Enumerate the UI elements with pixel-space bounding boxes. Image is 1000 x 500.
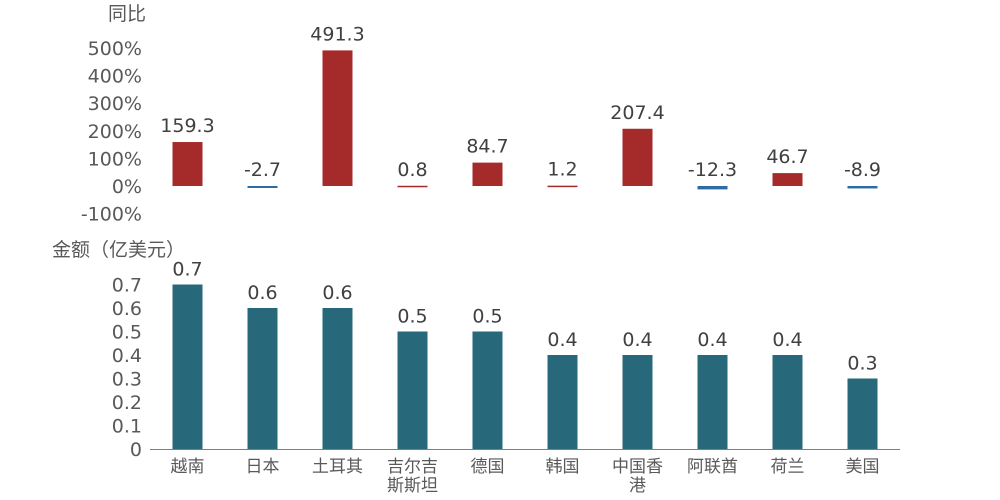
yoy-bar <box>847 186 878 189</box>
amount-data-label: 0.4 <box>772 329 802 351</box>
x-category-label: 中国香 <box>612 457 663 477</box>
amount-data-label: 0.4 <box>547 329 577 351</box>
yoy-panel: -100% 0% 100% 200% 300% 400% 500% 159.3 -2.7 491.… <box>81 23 881 225</box>
amount-panel: 00.10.20.30.40.50.60.70.70.6 0.60.5 0.50.4… <box>112 259 900 496</box>
x-category-label: 日本 <box>246 457 280 477</box>
yoy-bar <box>547 185 578 188</box>
x-category-label: 港 <box>629 476 646 496</box>
x-category-label: 韩国 <box>546 457 580 477</box>
bottom-y-tick-label: 0.4 <box>112 345 142 367</box>
amount-data-label: 0.7 <box>172 259 202 281</box>
amount-bar <box>472 331 503 449</box>
yoy-data-label: -12.3 <box>688 159 737 181</box>
yoy-data-label: 84.7 <box>466 136 508 158</box>
amount-data-label: 0.4 <box>622 329 652 351</box>
bottom-y-tick-label: 0.1 <box>112 416 142 438</box>
amount-data-label: 0.5 <box>472 306 502 328</box>
amount-data-label: 0.6 <box>247 282 277 304</box>
yoy-data-label: -8.9 <box>844 159 881 181</box>
amount-data-label: 0.3 <box>847 353 877 375</box>
x-category-label: 吉尔吉 <box>387 457 438 477</box>
amount-data-label: 0.6 <box>322 282 352 304</box>
yoy-data-label: 1.2 <box>547 159 577 181</box>
amount-data-label: 0.4 <box>697 329 727 351</box>
yoy-data-label: 491.3 <box>310 23 364 45</box>
x-category-label: 越南 <box>171 457 205 477</box>
bottom-y-tick-label: 0 <box>130 439 142 461</box>
top-y-tick-label: 200% <box>88 121 142 143</box>
yoy-data-label: -2.7 <box>244 159 281 181</box>
amount-bar <box>547 355 578 449</box>
yoy-data-label: 159.3 <box>160 115 214 137</box>
yoy-data-label: 46.7 <box>766 146 808 168</box>
x-category-label: 斯斯坦 <box>387 476 438 496</box>
bottom-y-tick-label: 0.3 <box>112 369 142 391</box>
amount-bar <box>172 284 203 449</box>
x-category-label: 土耳其 <box>312 457 363 477</box>
amount-bar <box>697 355 728 449</box>
top-y-tick-label: 400% <box>88 66 142 88</box>
top-y-tick-label: 100% <box>88 148 142 170</box>
bottom-y-tick-label: 0.7 <box>112 275 142 297</box>
yoy-bar <box>622 128 653 186</box>
yoy-data-label: 207.4 <box>610 102 664 124</box>
yoy-bar <box>322 50 353 186</box>
yoy-bar <box>697 186 728 190</box>
yoy-bar <box>172 142 203 186</box>
top-y-tick-label: 500% <box>88 38 142 60</box>
yoy-bar <box>472 162 503 186</box>
yoy-bar <box>247 186 278 188</box>
amount-bar <box>247 308 278 449</box>
amount-bar <box>847 378 878 449</box>
x-category-label: 阿联酋 <box>687 457 738 477</box>
amount-bar <box>622 355 653 449</box>
top-y-axis-title: 同比 <box>108 3 146 25</box>
amount-bar <box>397 331 428 449</box>
yoy-bar <box>772 173 803 186</box>
amount-bar <box>322 308 353 449</box>
top-y-tick-label: 300% <box>88 93 142 115</box>
yoy-data-label: 0.8 <box>397 159 427 181</box>
x-category-label: 荷兰 <box>771 457 805 477</box>
top-y-tick-label: -100% <box>81 204 142 226</box>
bottom-y-tick-label: 0.5 <box>112 322 142 344</box>
x-category-label: 美国 <box>846 457 880 477</box>
x-category-label: 德国 <box>471 457 505 477</box>
bottom-y-tick-label: 0.6 <box>112 298 142 320</box>
bottom-y-axis-title: 金额（亿美元） <box>52 239 185 261</box>
bottom-y-tick-label: 0.2 <box>112 392 142 414</box>
amount-data-label: 0.5 <box>397 306 427 328</box>
yoy-bar <box>397 185 428 188</box>
top-y-tick-label: 0% <box>112 176 142 198</box>
amount-bar <box>772 355 803 449</box>
